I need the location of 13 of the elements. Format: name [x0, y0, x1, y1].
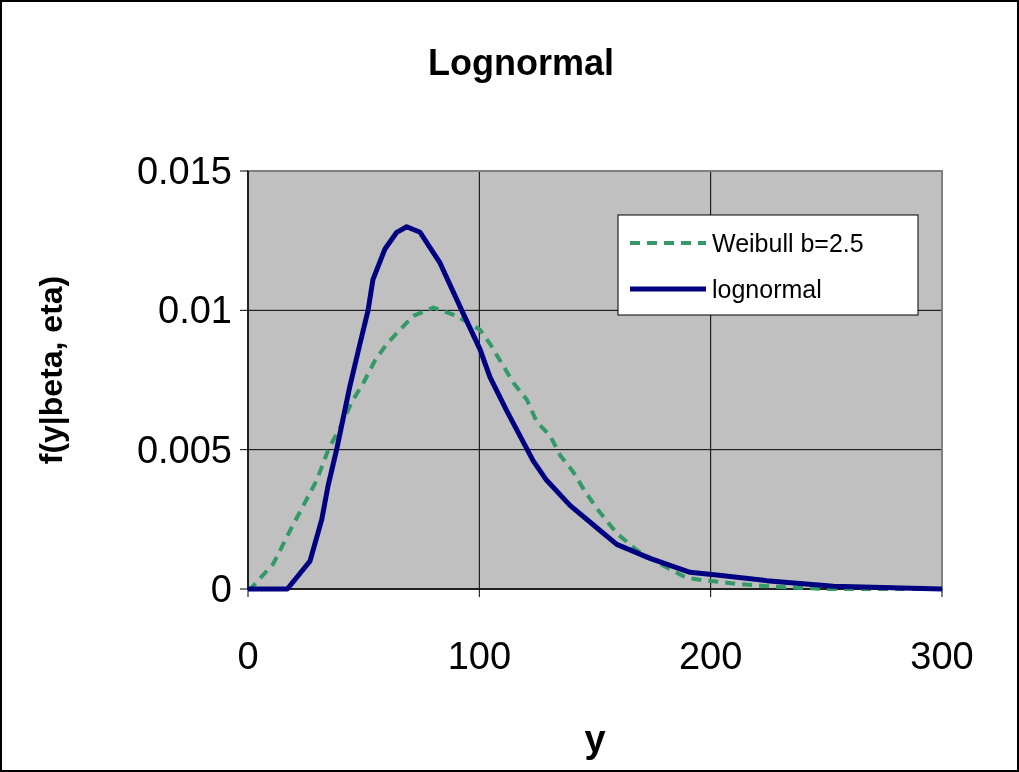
legend-label: lognormal [712, 275, 822, 303]
y-tick-label: 0.005 [136, 428, 232, 471]
legend-label: Weibull b=2.5 [712, 229, 864, 257]
y-tick-label: 0.01 [158, 289, 232, 332]
x-tick-label: 0 [237, 635, 259, 677]
y-axis-title: f(y|beta, eta) [33, 275, 69, 465]
x-tick-label: 200 [678, 635, 743, 677]
x-tick-label: 300 [910, 635, 974, 677]
y-tick-label: 0 [210, 568, 232, 610]
x-tick-label: 100 [447, 635, 512, 677]
x-axis-title: y [584, 718, 606, 760]
chart-title: Lognormal [428, 42, 614, 83]
y-tick-label: 0.015 [136, 150, 232, 192]
